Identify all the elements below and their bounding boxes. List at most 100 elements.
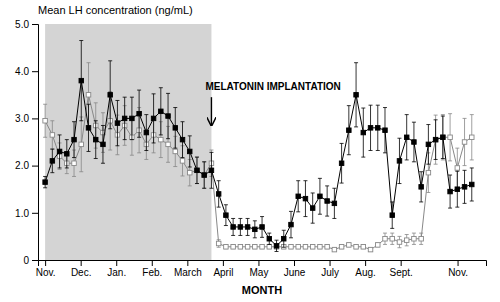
marker — [86, 93, 91, 98]
error-bar — [390, 202, 394, 228]
error-bar — [311, 245, 315, 249]
marker — [368, 126, 373, 131]
x-tick-label: Aug. — [355, 267, 376, 278]
error-bar — [202, 162, 206, 188]
marker — [115, 121, 120, 126]
error-bar — [296, 181, 300, 212]
error-bar — [260, 245, 264, 249]
error-bar — [419, 233, 423, 244]
marker — [383, 128, 388, 133]
chart: Nov.Dec.Jan.Feb.MarchAprilMayJuneJulyAug… — [0, 0, 500, 302]
x-tick-mark — [330, 260, 331, 266]
marker — [470, 182, 475, 187]
x-tick: March — [174, 260, 202, 278]
y-tick: 2.0 — [15, 160, 38, 171]
error-bar — [455, 171, 459, 207]
error-bar — [419, 172, 423, 202]
error-bar — [72, 122, 76, 158]
error-bar — [202, 162, 206, 188]
marker — [274, 244, 279, 249]
marker — [289, 222, 294, 227]
error-bar — [224, 205, 228, 226]
error-bar — [231, 245, 235, 249]
marker — [289, 245, 294, 250]
marker — [448, 189, 453, 194]
x-axis-line — [39, 261, 487, 267]
x-tick-label: Nov. — [448, 267, 468, 278]
error-bar — [434, 120, 438, 160]
marker — [101, 142, 106, 147]
error-bar — [289, 245, 293, 249]
marker — [86, 126, 91, 131]
marker — [195, 168, 200, 173]
marker — [397, 159, 402, 164]
marker — [361, 130, 366, 135]
error-bar — [137, 90, 141, 137]
x-tick-label: April — [213, 267, 233, 278]
marker — [216, 241, 221, 246]
marker — [426, 170, 431, 175]
y-tick-mark — [32, 118, 38, 119]
marker — [245, 245, 250, 250]
error-bar — [58, 135, 62, 168]
marker — [166, 114, 171, 119]
x-tick-mark — [81, 260, 82, 266]
marker — [79, 142, 84, 147]
error-bar — [361, 245, 365, 249]
error-bar — [108, 61, 112, 129]
x-tick-mark — [294, 260, 295, 266]
x-tick: Feb. — [142, 260, 162, 278]
x-tick-label: March — [174, 267, 202, 278]
error-bar — [361, 108, 365, 157]
marker — [397, 240, 402, 245]
marker — [151, 116, 156, 121]
error-bar — [173, 108, 177, 149]
error-bar — [267, 245, 271, 249]
marker — [108, 93, 113, 98]
marker — [72, 161, 77, 166]
error-bar — [296, 245, 300, 249]
error-bar — [354, 63, 358, 127]
marker — [267, 237, 272, 242]
marker — [209, 168, 214, 173]
error-bar — [43, 176, 47, 187]
error-bar — [231, 218, 235, 235]
x-tick-mark — [152, 260, 153, 266]
marker — [144, 130, 149, 135]
y-tick: 3.0 — [15, 113, 38, 124]
marker — [376, 243, 381, 248]
x-tick-mark — [45, 260, 46, 266]
error-bar — [217, 181, 221, 207]
error-bar — [246, 218, 250, 235]
x-tick: Aug. — [355, 260, 376, 278]
error-bar — [332, 188, 336, 218]
y-tick-label: 3.0 — [15, 113, 29, 124]
y-axis: 01.02.03.04.05.0 — [15, 19, 38, 266]
marker — [339, 161, 344, 166]
error-bar — [94, 121, 98, 159]
marker — [347, 128, 352, 133]
marker — [137, 111, 142, 116]
marker — [404, 135, 409, 140]
marker — [260, 245, 265, 250]
marker — [347, 243, 352, 248]
x-tick: Sept. — [389, 260, 412, 278]
error-bar — [397, 236, 401, 247]
error-bar — [441, 116, 445, 158]
error-bar — [144, 115, 148, 151]
marker — [253, 227, 257, 232]
error-bar — [238, 218, 242, 235]
marker — [332, 201, 337, 206]
x-tick: Nov. — [448, 260, 468, 278]
error-bar — [434, 115, 438, 164]
error-bar — [79, 41, 83, 121]
x-tick: June — [284, 260, 306, 278]
error-bar — [463, 170, 467, 203]
marker — [224, 245, 229, 250]
error-bar — [87, 104, 91, 151]
error-bar — [376, 243, 380, 247]
error-bar — [289, 211, 293, 237]
y-tick-mark — [32, 260, 38, 261]
error-bar — [101, 125, 105, 163]
marker — [195, 168, 200, 173]
